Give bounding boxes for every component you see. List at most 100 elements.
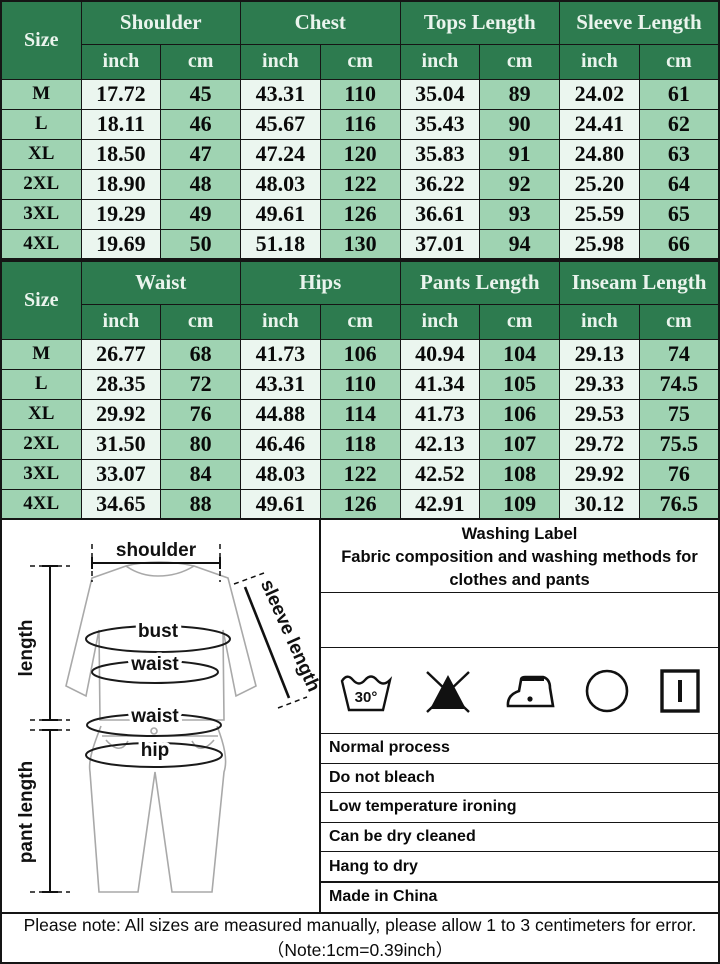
size-table-row: L 18.11 46 45.67 116 35.43 90 24.41 62 xyxy=(0,108,720,140)
inch-value-cell: 29.72 xyxy=(559,428,640,460)
cm-value-cell: 104 xyxy=(479,338,560,370)
size-cell: XL xyxy=(0,398,82,430)
care-instruction-row: Low temperature ironing xyxy=(321,793,718,823)
care-instructions: Normal process Do not bleach Low temperatu… xyxy=(321,734,718,882)
size-cell: 3XL xyxy=(0,198,82,230)
drip-dry-square-icon xyxy=(658,667,702,715)
sleeve-length-marker xyxy=(233,572,308,709)
care-instruction-row: Can be dry cleaned xyxy=(321,823,718,853)
cm-value-cell: 126 xyxy=(319,488,401,520)
size-table-row: M 26.77 68 41.73 106 40.94 104 29.13 74 xyxy=(0,338,720,370)
cm-value-cell: 107 xyxy=(479,428,560,460)
inch-value-cell: 42.13 xyxy=(399,428,481,460)
inch-value-cell: 48.03 xyxy=(240,168,321,200)
waist-bottom-label: waist xyxy=(130,706,179,727)
cm-value-cell: 114 xyxy=(319,398,401,430)
cm-value-cell: 109 xyxy=(479,488,560,520)
pant-length-marker xyxy=(30,729,70,893)
shoulder-label: shoulder xyxy=(116,540,197,561)
size-cell: 4XL xyxy=(0,488,82,520)
inch-value-cell: 36.22 xyxy=(399,168,481,200)
cm-value-cell: 110 xyxy=(319,368,401,400)
inch-value-cell: 25.59 xyxy=(559,198,640,230)
inch-value-cell: 48.03 xyxy=(240,458,321,490)
inch-value-cell: 19.69 xyxy=(80,228,162,260)
cm-value-cell: 76.5 xyxy=(638,488,720,520)
cm-value-cell: 80 xyxy=(160,428,241,460)
unit-header-inch: inch xyxy=(559,303,640,340)
size-cell: 3XL xyxy=(0,458,82,490)
inch-value-cell: 42.91 xyxy=(399,488,481,520)
inch-value-cell: 24.80 xyxy=(559,138,640,170)
washing-label-header: Washing Label Fabric composition and was… xyxy=(321,520,718,593)
unit-header-cm: cm xyxy=(319,43,401,80)
tops-length-header: Tops Length xyxy=(399,0,560,45)
inch-value-cell: 41.34 xyxy=(399,368,481,400)
inch-value-cell: 51.18 xyxy=(240,228,321,260)
bottom-section: shoulder length bust waist waist hip sle… xyxy=(0,520,720,912)
cm-value-cell: 105 xyxy=(479,368,560,400)
size-cell: L xyxy=(0,368,82,400)
inch-value-cell: 29.53 xyxy=(559,398,640,430)
inch-value-cell: 17.72 xyxy=(80,78,162,110)
cm-value-cell: 116 xyxy=(319,108,401,140)
cm-value-cell: 50 xyxy=(160,228,241,260)
unit-header-cm: cm xyxy=(638,43,720,80)
inch-value-cell: 43.31 xyxy=(240,368,321,400)
cm-value-cell: 94 xyxy=(479,228,560,260)
bottoms-table-body: M 26.77 68 41.73 106 40.94 104 29.13 74 L 28.35 72 4… xyxy=(0,338,720,520)
size-table-row: 4XL 19.69 50 51.18 130 37.01 94 25.98 66 xyxy=(0,228,720,260)
unit-header-cm: cm xyxy=(479,303,560,340)
tops-size-table: Size Shoulder Chest Tops Length Sleeve L… xyxy=(0,0,720,260)
size-table-row: L 28.35 72 43.31 110 41.34 105 29.33 74.5 xyxy=(0,368,720,400)
cm-value-cell: 88 xyxy=(160,488,241,520)
bottoms-unit-row: inch cm inch cm inch cm inch cm xyxy=(1,303,720,340)
inch-value-cell: 37.01 xyxy=(399,228,481,260)
unit-header-inch: inch xyxy=(80,43,162,80)
inch-value-cell: 31.50 xyxy=(80,428,162,460)
size-table-row: 3XL 33.07 84 48.03 122 42.52 108 29.92 76 xyxy=(0,458,720,490)
washing-label-title: Washing Label xyxy=(461,525,578,543)
care-instruction-row: Normal process xyxy=(321,734,718,764)
tops-group-header-row: Size Shoulder Chest Tops Length Sleeve L… xyxy=(0,0,720,80)
inch-value-cell: 25.98 xyxy=(559,228,640,260)
cm-value-cell: 130 xyxy=(319,228,401,260)
inch-value-cell: 41.73 xyxy=(399,398,481,430)
inch-value-cell: 49.61 xyxy=(240,488,321,520)
hips-header: Hips xyxy=(240,260,401,305)
unit-header-cm: cm xyxy=(160,43,241,80)
inch-value-cell: 40.94 xyxy=(399,338,481,370)
cm-value-cell: 92 xyxy=(479,168,560,200)
do-not-bleach-icon xyxy=(422,667,474,715)
bottoms-group-header-row: Size Waist Hips Pants Length Inseam Leng… xyxy=(0,260,720,340)
pant-length-label: pant length xyxy=(16,761,37,863)
tops-table-body: M 17.72 45 43.31 110 35.04 89 24.02 61 L 18.11 46 45… xyxy=(0,78,720,260)
size-cell: M xyxy=(0,338,82,370)
cm-value-cell: 68 xyxy=(160,338,241,370)
cm-value-cell: 47 xyxy=(160,138,241,170)
inch-value-cell: 46.46 xyxy=(240,428,321,460)
inch-value-cell: 35.04 xyxy=(399,78,481,110)
cm-value-cell: 108 xyxy=(479,458,560,490)
inch-value-cell: 29.13 xyxy=(559,338,640,370)
sleeve-length-header: Sleeve Length xyxy=(559,0,720,45)
size-cell: 2XL xyxy=(0,428,82,460)
inch-value-cell: 35.83 xyxy=(399,138,481,170)
inch-value-cell: 49.61 xyxy=(240,198,321,230)
cm-value-cell: 63 xyxy=(638,138,720,170)
cm-value-cell: 74 xyxy=(638,338,720,370)
shoulder-marker xyxy=(91,544,221,582)
cm-value-cell: 75.5 xyxy=(638,428,720,460)
waist-top-label: waist xyxy=(130,654,179,675)
unit-header-inch: inch xyxy=(559,43,640,80)
cm-value-cell: 64 xyxy=(638,168,720,200)
inch-value-cell: 47.24 xyxy=(240,138,321,170)
cm-value-cell: 120 xyxy=(319,138,401,170)
inch-value-cell: 34.65 xyxy=(80,488,162,520)
inch-value-cell: 36.61 xyxy=(399,198,481,230)
unit-header-cm: cm xyxy=(160,303,241,340)
size-cell: XL xyxy=(0,138,82,170)
cm-value-cell: 90 xyxy=(479,108,560,140)
cm-value-cell: 122 xyxy=(319,458,401,490)
size-cell: 2XL xyxy=(0,168,82,200)
